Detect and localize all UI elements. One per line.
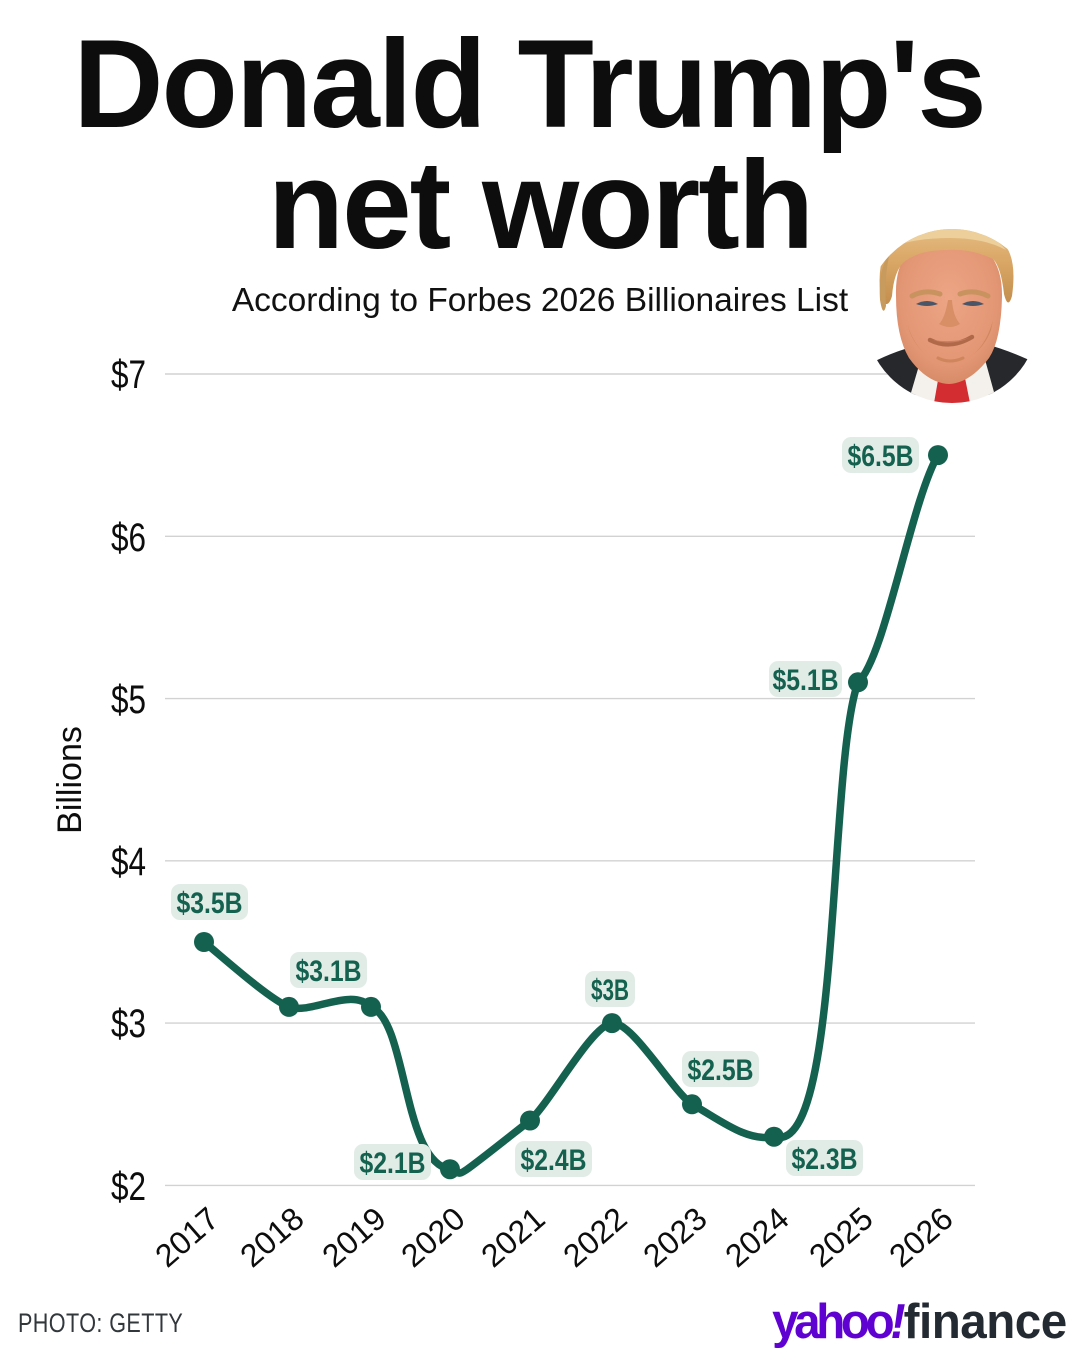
svg-text:2021: 2021 [474, 1200, 551, 1274]
svg-text:$3.5B: $3.5B [177, 887, 243, 920]
svg-text:$7: $7 [111, 353, 146, 397]
svg-text:$5.1B: $5.1B [773, 664, 839, 697]
svg-text:$2.4B: $2.4B [521, 1144, 587, 1177]
svg-text:$4: $4 [111, 840, 146, 884]
svg-text:$2.3B: $2.3B [792, 1143, 858, 1176]
svg-text:$6.5B: $6.5B [848, 440, 914, 473]
svg-text:2026: 2026 [882, 1200, 959, 1274]
svg-text:2022: 2022 [556, 1200, 633, 1274]
svg-text:$3.1B: $3.1B [296, 955, 362, 988]
svg-text:Billions: Billions [51, 726, 89, 834]
svg-text:2024: 2024 [718, 1200, 795, 1274]
svg-text:$3B: $3B [591, 974, 629, 1007]
svg-text:2019: 2019 [315, 1200, 392, 1274]
svg-text:2020: 2020 [394, 1200, 471, 1274]
svg-text:2017: 2017 [148, 1200, 225, 1274]
svg-text:$2.1B: $2.1B [360, 1147, 426, 1180]
svg-text:$3: $3 [111, 1002, 146, 1046]
svg-text:2023: 2023 [636, 1200, 713, 1274]
svg-text:2025: 2025 [802, 1200, 879, 1274]
svg-text:$2: $2 [111, 1165, 146, 1209]
svg-text:2018: 2018 [233, 1200, 310, 1274]
svg-text:$2.5B: $2.5B [688, 1054, 754, 1087]
svg-text:$5: $5 [111, 678, 146, 722]
svg-text:$6: $6 [111, 516, 146, 560]
